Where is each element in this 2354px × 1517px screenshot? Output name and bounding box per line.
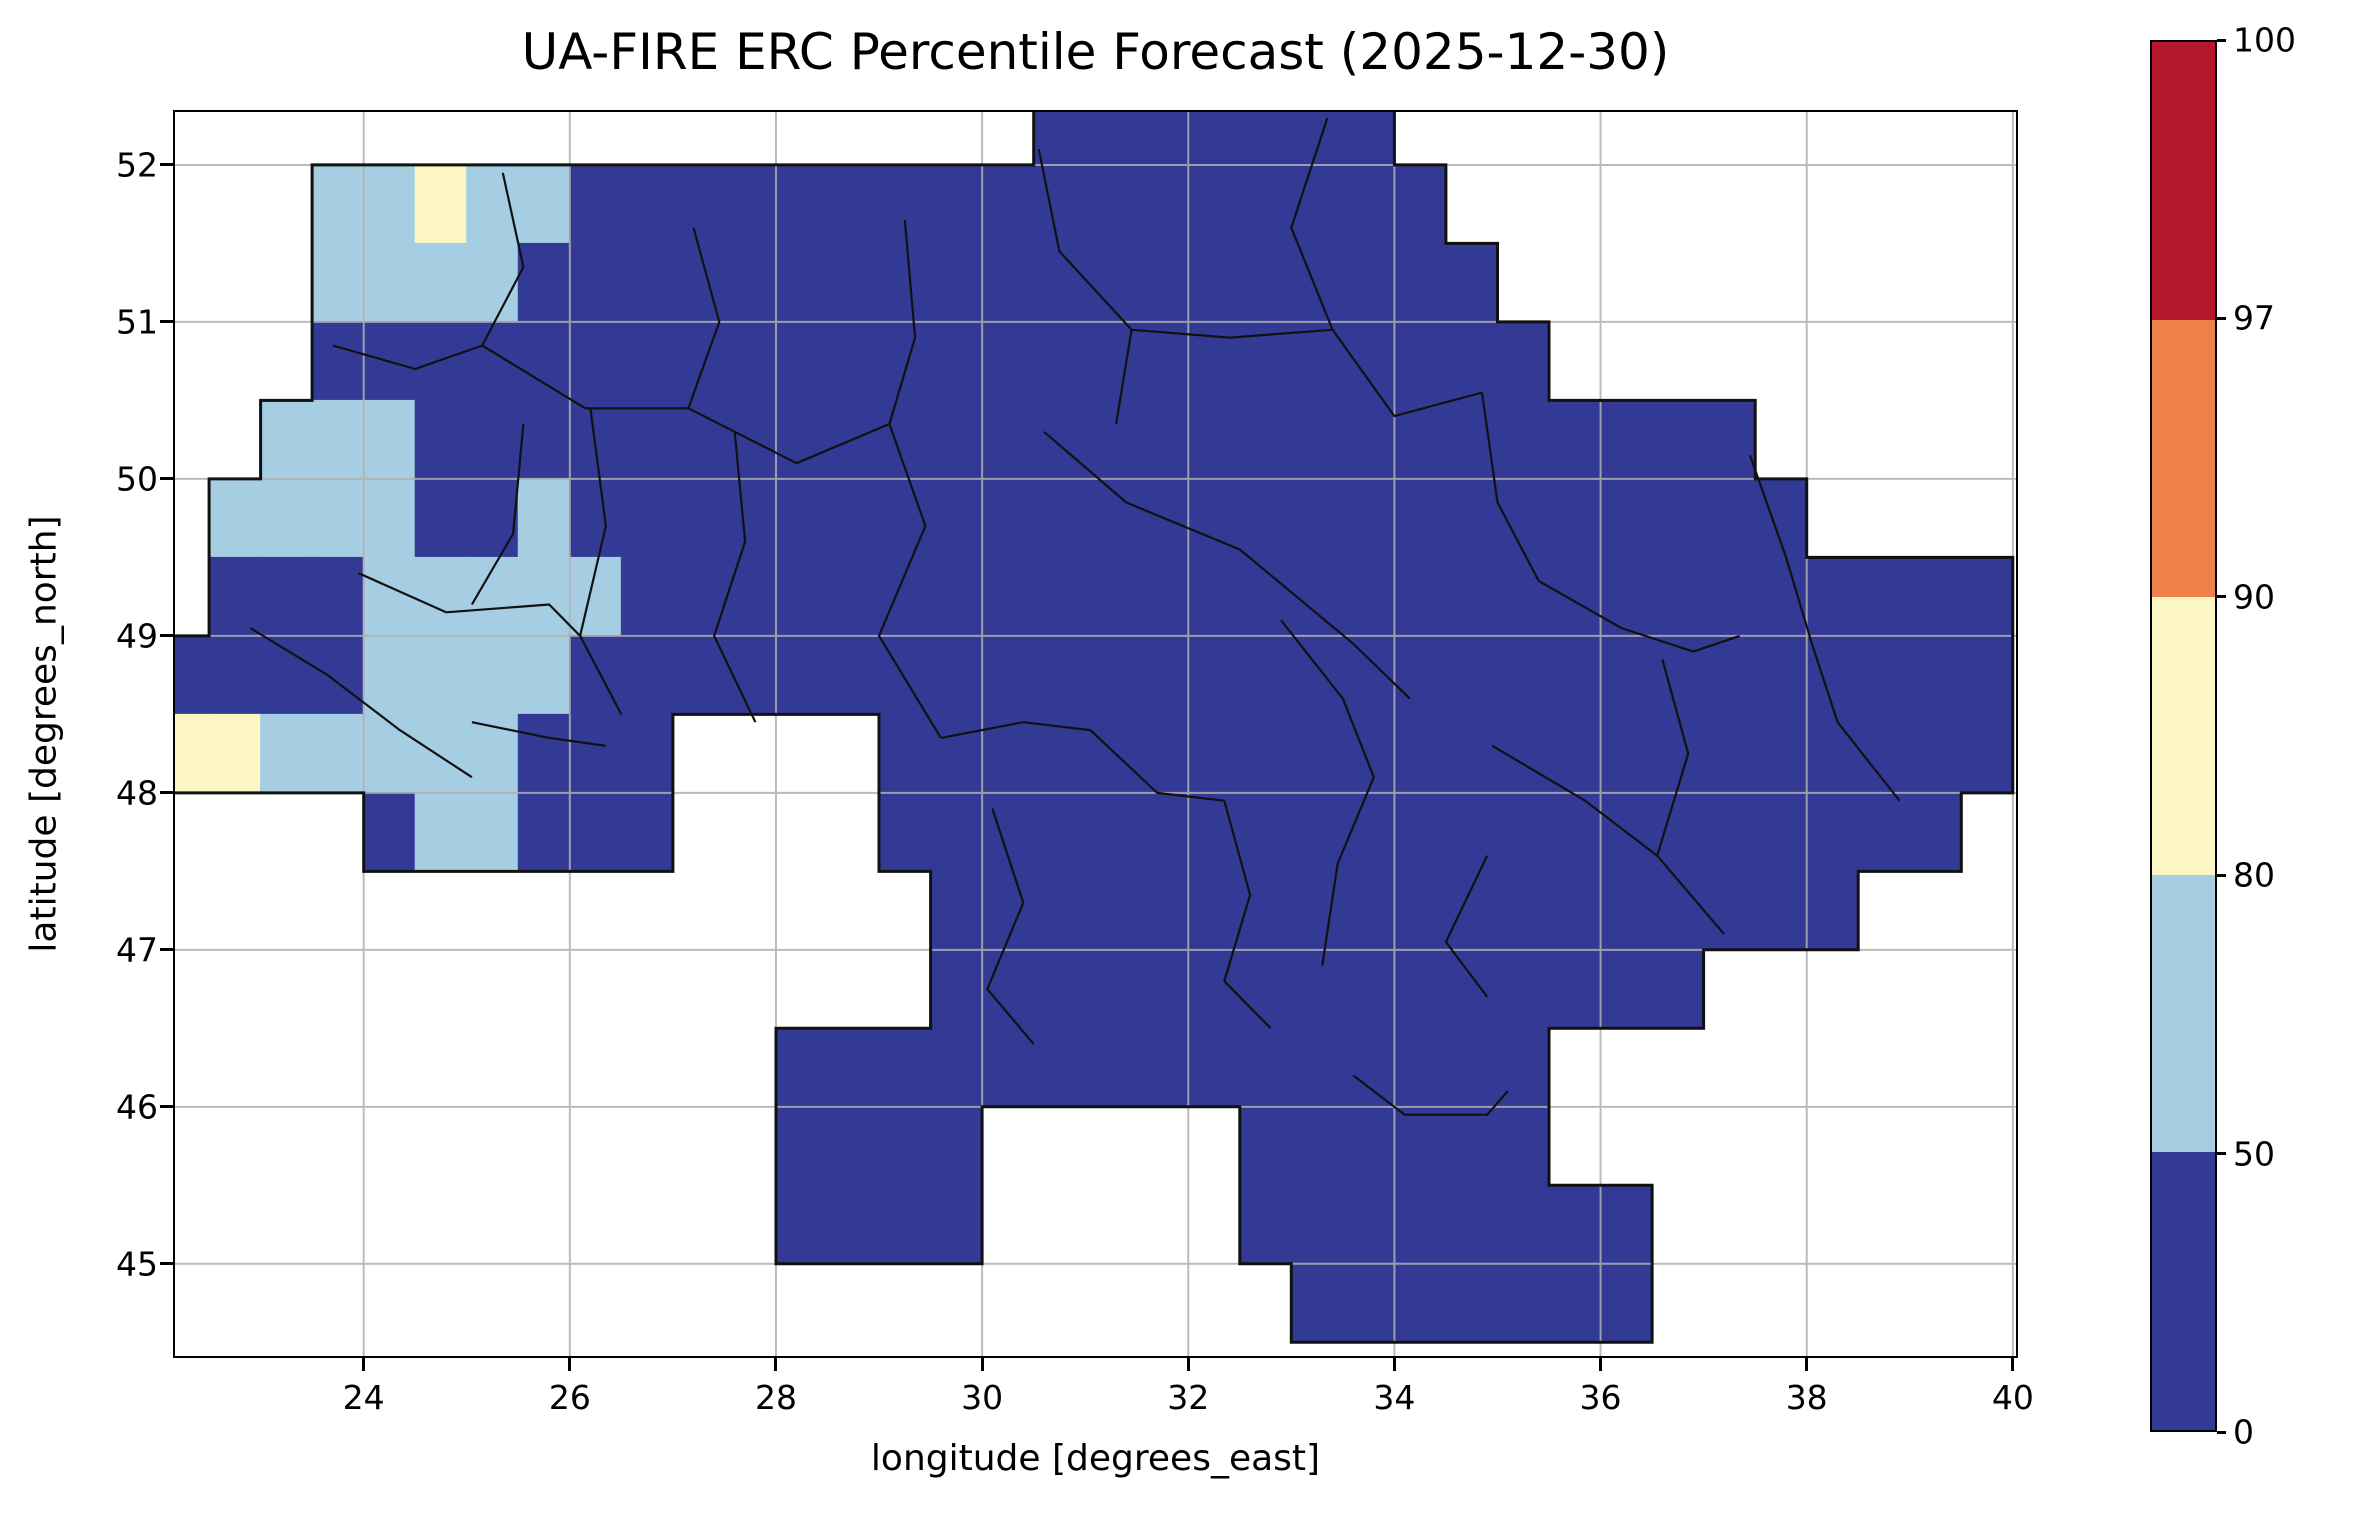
ukraine-percentile-heatmap [173, 110, 2018, 1358]
colorbar-tick-mark [2217, 595, 2226, 599]
colorbar-band [2152, 874, 2215, 1153]
x-tick-label: 32 [1167, 1378, 1210, 1417]
oblast-borders [249, 117, 1901, 1116]
x-tick-mark [1186, 1358, 1190, 1371]
y-axis-label: latitude [degrees_north] [23, 515, 65, 953]
x-tick-mark [2011, 1358, 2015, 1371]
x-axis-label: longitude [degrees_east] [870, 1438, 1321, 1479]
x-tick-label: 34 [1373, 1378, 1416, 1417]
heatmap-cells [173, 110, 2014, 1343]
colorbar-band [2152, 319, 2215, 598]
x-tick-mark [362, 1358, 366, 1371]
x-tick-label: 24 [342, 1378, 385, 1417]
y-tick-label: 46 [116, 1087, 158, 1127]
x-tick-mark [980, 1358, 984, 1371]
colorbar-tick-label: 97 [2233, 298, 2275, 338]
x-tick-label: 28 [754, 1378, 797, 1417]
y-tick-label: 52 [116, 145, 158, 185]
y-tick-label: 49 [116, 616, 158, 656]
colorbar-tick-label: 0 [2233, 1412, 2254, 1452]
x-tick-mark [1805, 1358, 1809, 1371]
x-tick-label: 30 [961, 1378, 1004, 1417]
colorbar [2150, 40, 2217, 1432]
x-tick-mark [568, 1358, 572, 1371]
x-tick-label: 40 [1991, 1378, 2034, 1417]
colorbar-tick-label: 90 [2233, 577, 2275, 617]
x-tick-mark [774, 1358, 778, 1371]
colorbar-tick-mark [2217, 1430, 2226, 1434]
y-tick-mark [160, 948, 173, 952]
y-tick-label: 48 [116, 773, 158, 813]
colorbar-band [2152, 1152, 2215, 1430]
y-tick-mark [160, 634, 173, 638]
plot-area [173, 110, 2018, 1358]
y-tick-mark [160, 1262, 173, 1266]
chart-title: UA-FIRE ERC Percentile Forecast (2025-12… [521, 23, 1670, 81]
colorbar-tick-label: 50 [2233, 1134, 2275, 1174]
y-tick-label: 45 [116, 1244, 158, 1284]
y-tick-mark [160, 163, 173, 167]
x-tick-mark [1392, 1358, 1396, 1371]
y-tick-label: 51 [116, 302, 158, 342]
colorbar-band [2152, 597, 2215, 875]
y-tick-mark [160, 791, 173, 795]
x-tick-label: 38 [1785, 1378, 1828, 1417]
colorbar-tick-label: 100 [2233, 20, 2296, 60]
colorbar-tick-label: 80 [2233, 855, 2275, 895]
colorbar-tick-mark [2217, 38, 2226, 42]
colorbar-tick-mark [2217, 1152, 2226, 1156]
y-tick-mark [160, 320, 173, 324]
y-tick-label: 50 [116, 459, 158, 499]
colorbar-tick-mark [2217, 316, 2226, 320]
y-tick-mark [160, 1105, 173, 1109]
x-tick-label: 36 [1579, 1378, 1622, 1417]
colorbar-band [2152, 42, 2215, 320]
y-tick-mark [160, 477, 173, 481]
x-tick-label: 26 [548, 1378, 591, 1417]
colorbar-tick-mark [2217, 873, 2226, 877]
y-tick-label: 47 [116, 930, 158, 970]
country-outline [173, 110, 2015, 1344]
x-tick-mark [1599, 1358, 1603, 1371]
